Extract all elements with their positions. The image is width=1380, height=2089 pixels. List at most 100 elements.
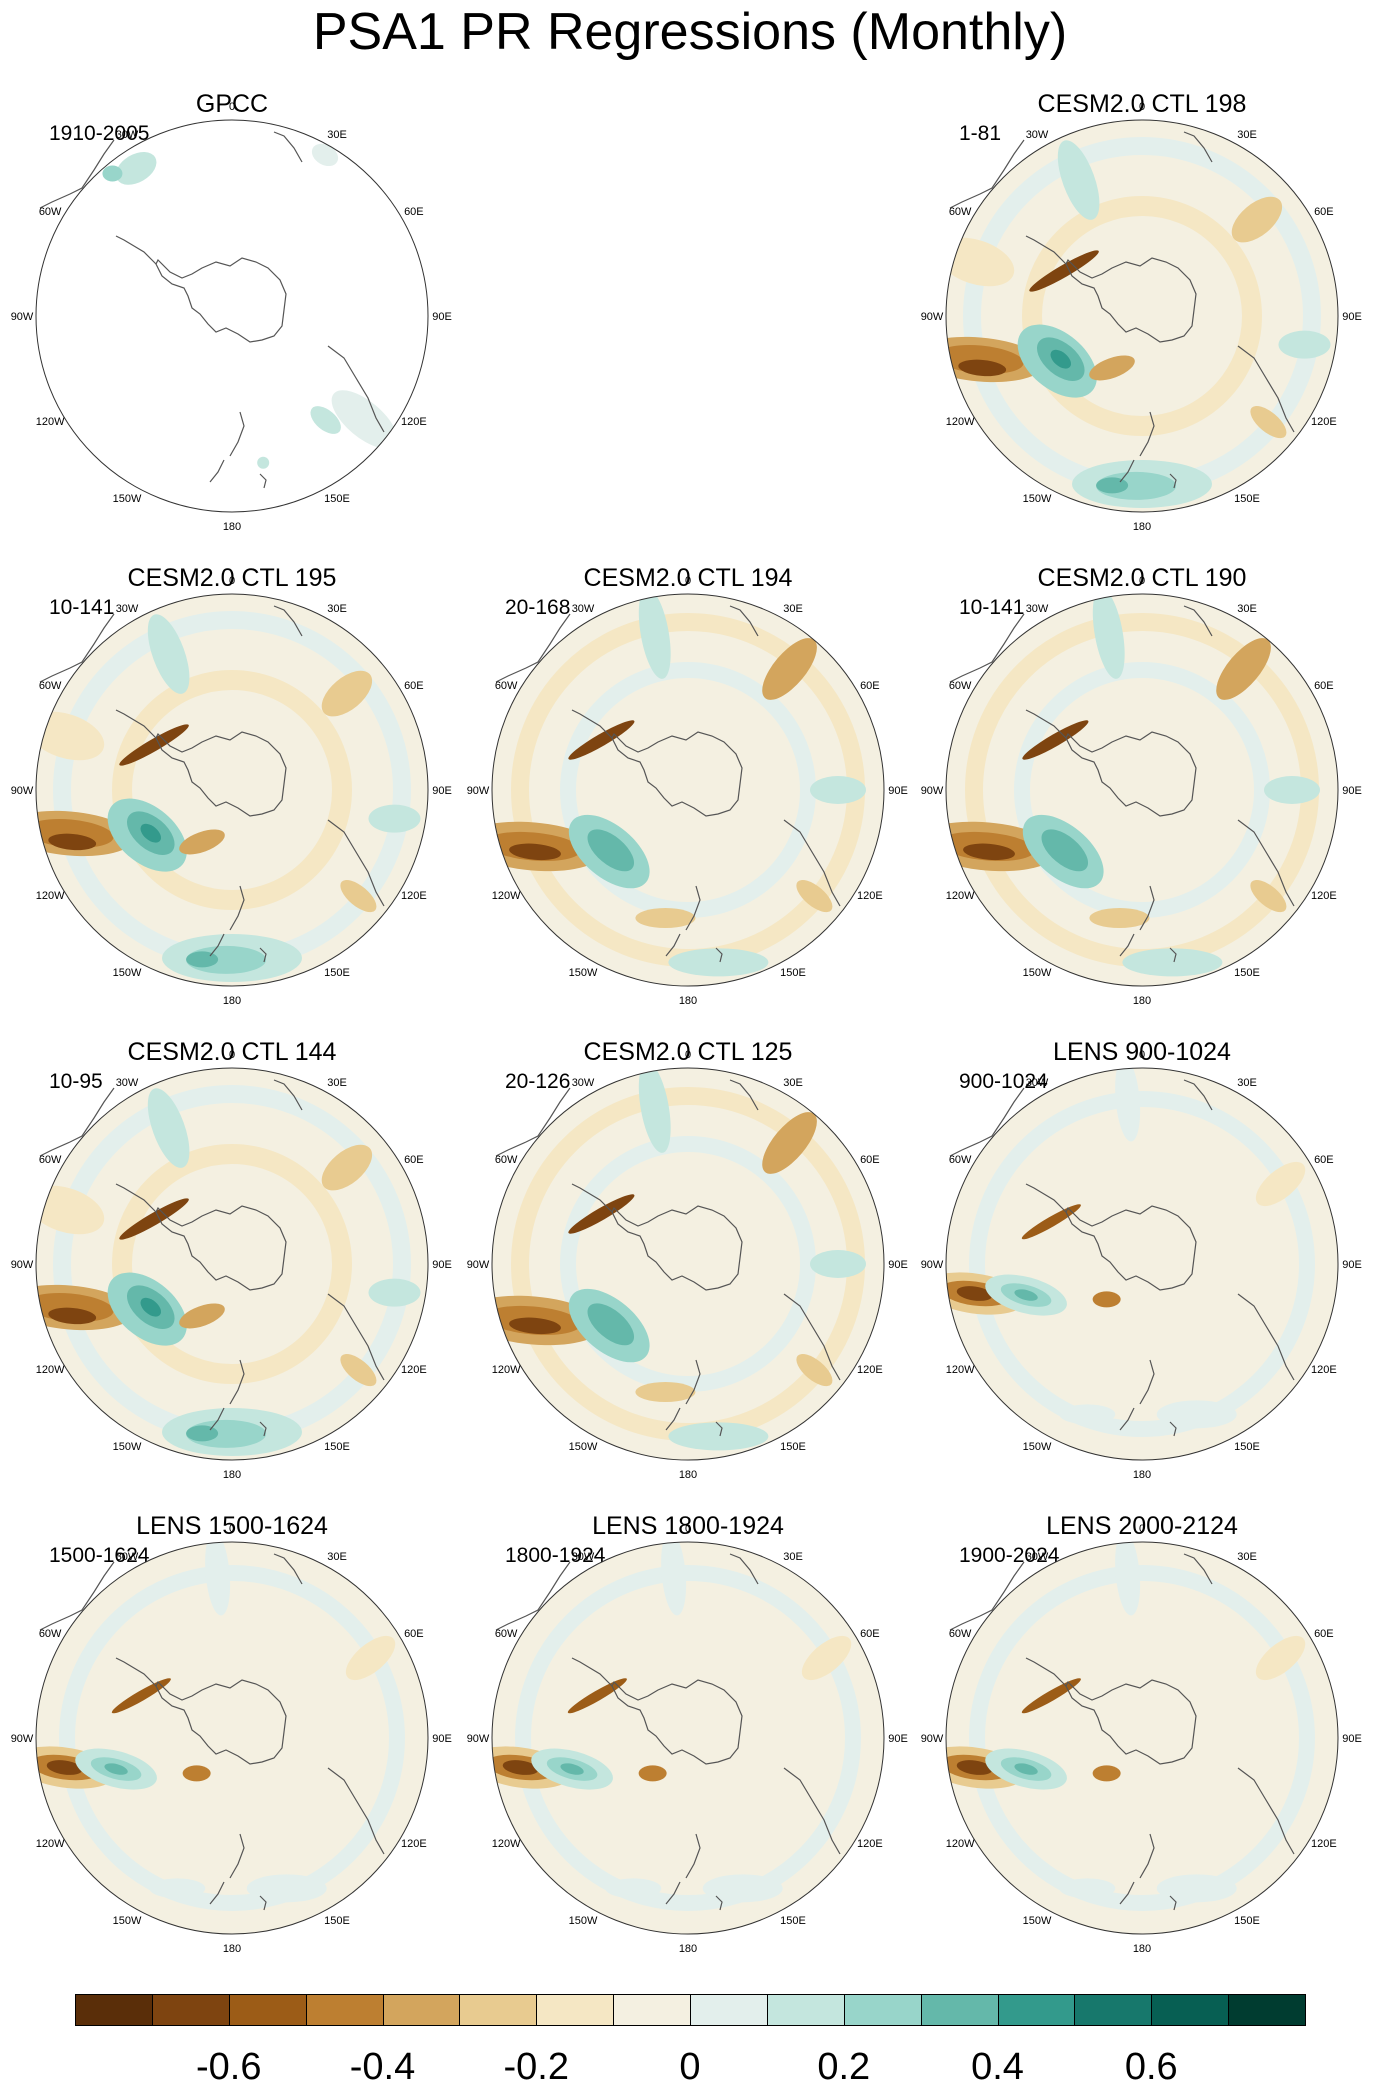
anomaly-positive (1278, 330, 1331, 359)
continent-coast (715, 1421, 723, 1437)
longitude-label: 120E (857, 1838, 883, 1850)
continent-coast (1237, 819, 1295, 907)
shading-layer (492, 1542, 884, 1934)
continent-coast (729, 1079, 759, 1111)
continent-coast (571, 709, 613, 739)
colorbar-segment (997, 1994, 1076, 2026)
anomaly-positive (668, 948, 769, 977)
longitude-label: 150W (569, 1441, 598, 1453)
colorbar-tick-label: -0.4 (349, 2046, 416, 2088)
continent-coast (1169, 473, 1177, 489)
longitude-label: 150E (324, 493, 350, 505)
longitude-label: 90E (1342, 1733, 1362, 1745)
colorbar-tick-label: -0.2 (503, 2046, 569, 2088)
panel-range: 1900-2024 (959, 1544, 1060, 1567)
panel-ctl195: CESM2.0 CTL 195 10-141 0 30E 60E 90E 120E 150… (11, 564, 452, 1010)
panel-title: CESM2.0 CTL 144 (127, 1038, 337, 1066)
continent-coast (685, 885, 701, 931)
polar-map: 0 30E 60E 90E 120E 150E 180 150W 120W 90W 60W 30W (467, 575, 908, 1007)
panel-lens1800: LENS 1800-1924 1800-1924 0 30E 60E 90E 120E 1… (467, 1512, 908, 1958)
longitude-label: 150W (569, 1915, 598, 1927)
continent-coast (1183, 131, 1213, 163)
longitude-label: 60W (39, 1154, 62, 1166)
shading-layer (492, 594, 884, 986)
panel-range: 10-141 (49, 596, 115, 619)
anomaly-negative (635, 1382, 696, 1403)
continent-coast (729, 605, 759, 637)
longitude-label: 180 (223, 1943, 241, 1955)
anomaly-negative (1255, 1635, 1306, 1681)
longitude-label: 180 (679, 995, 697, 1007)
anomaly-ring (969, 1565, 1315, 1911)
longitude-label: 30E (327, 603, 347, 615)
longitude-label: 30W (116, 1077, 139, 1089)
polar-map: 0 30E 60E 90E 120E 150E 180 150W 120W 90W 60W 30W (467, 1523, 908, 1955)
ocean-background (946, 1068, 1338, 1460)
shading-layer (946, 1542, 1338, 1934)
longitude-label: 30E (327, 1551, 347, 1563)
longitude-label: 30E (1237, 603, 1257, 615)
longitude-label: 0 (229, 575, 235, 587)
longitude-label: 90W (467, 785, 490, 797)
continent-coast (949, 1087, 1025, 1157)
anomaly-positive (368, 1278, 421, 1307)
longitude-label: 180 (1133, 521, 1151, 533)
longitude-label: 120E (857, 1364, 883, 1376)
anomaly-negative (1029, 250, 1099, 292)
anomaly-positive (147, 614, 190, 694)
longitude-label: 90W (11, 1259, 34, 1271)
anomaly-negative (1255, 1161, 1306, 1207)
continent-coast (1183, 1079, 1213, 1111)
continent-coast (685, 1359, 701, 1405)
shading-layer (946, 594, 1338, 986)
continent-coast (1169, 947, 1177, 963)
longitude-label: 0 (1139, 1049, 1145, 1061)
anomaly-negative (1231, 196, 1283, 243)
longitude-label: 180 (223, 995, 241, 1007)
anomaly-negative (796, 879, 833, 913)
continent-coast (1025, 1657, 1067, 1687)
colorbar-segment (382, 1994, 461, 2026)
anomaly-positive (1115, 1068, 1141, 1142)
panel-title: LENS 1800-1924 (592, 1512, 784, 1540)
anomaly-negative (46, 1760, 83, 1775)
continent-coast (665, 933, 681, 957)
longitude-label: 60W (495, 1628, 518, 1640)
continent-coast (115, 235, 157, 265)
longitude-label: 180 (679, 1469, 697, 1481)
longitude-label: 60W (39, 1628, 62, 1640)
polar-map: 0 30E 60E 90E 120E 150E 180 150W 120W 90W 60W 30W (921, 575, 1362, 1007)
polar-map: 0 30E 60E 90E 120E 150E 180 150W 120W 90W 60W 30W (11, 1049, 452, 1481)
longitude-label: 150E (780, 1915, 806, 1927)
longitude-label: 120W (946, 416, 975, 428)
anomaly-negative (502, 1760, 539, 1775)
longitude-label: 0 (229, 1523, 235, 1535)
anomaly-negative (179, 829, 225, 855)
longitude-label: 150E (324, 1441, 350, 1453)
map-border (35, 119, 429, 513)
longitude-label: 90W (921, 785, 944, 797)
anomaly-positive (1059, 1878, 1116, 1899)
anomaly-positive (1264, 776, 1320, 804)
longitude-label: 90E (888, 1259, 908, 1271)
anomaly-negative (801, 1635, 852, 1681)
continent-coast (1237, 1293, 1295, 1381)
anomaly-positive (104, 1763, 128, 1775)
continent-coast (273, 605, 303, 637)
anomaly-negative (638, 1765, 667, 1782)
continent-coast (729, 1553, 759, 1585)
continent-coast (1119, 933, 1135, 957)
longitude-label: 150W (113, 493, 142, 505)
colorbar-segment (459, 1994, 538, 2026)
continent-coast (783, 1293, 841, 1381)
longitude-label: 90W (11, 785, 34, 797)
continent-coast (1237, 345, 1295, 433)
continent-coast (1119, 1881, 1135, 1905)
panel-title: LENS 2000-2124 (1046, 1512, 1238, 1540)
polar-map: 0 30E 60E 90E 120E 150E 180 150W 120W 90W 60W 30W (467, 1049, 908, 1481)
antarctica-coast (1065, 1679, 1197, 1765)
continent-coast (1139, 411, 1155, 457)
polar-map: 0 30E 60E 90E 120E 150E 180 150W 120W 90W 60W 30W (11, 575, 452, 1007)
continent-coast (949, 139, 1025, 209)
longitude-label: 150E (1234, 967, 1260, 979)
